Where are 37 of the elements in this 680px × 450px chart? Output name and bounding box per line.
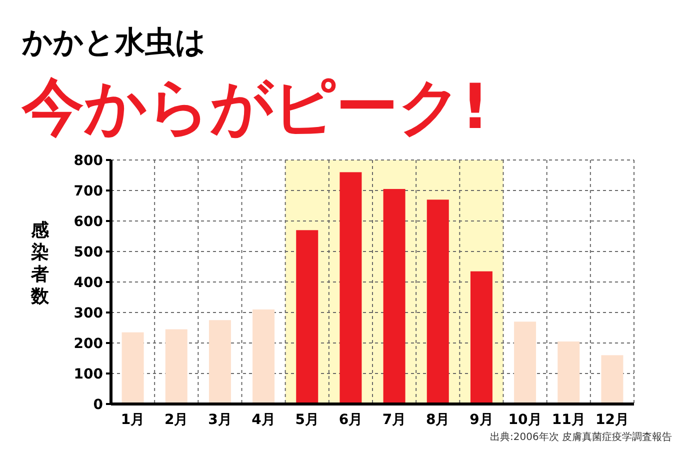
y-tick-label: 0 xyxy=(93,397,104,413)
x-tick-label: 12月 xyxy=(595,412,629,428)
bar xyxy=(165,329,188,404)
y-tick-label: 400 xyxy=(74,275,104,291)
y-axis-title: 感染者数 xyxy=(30,220,50,307)
x-tick-label: 6月 xyxy=(338,412,363,428)
bar xyxy=(514,322,536,404)
bar xyxy=(558,341,580,404)
y-tick-label: 200 xyxy=(74,336,104,352)
x-tick-label: 3月 xyxy=(208,412,232,428)
bar xyxy=(470,271,492,404)
y-tick-label: 300 xyxy=(74,306,104,322)
x-tick-label: 5月 xyxy=(295,412,319,428)
x-tick-label: 7月 xyxy=(382,412,406,428)
y-tick-label: 100 xyxy=(74,366,104,382)
chart-title: かかと水虫は xyxy=(21,25,206,60)
bar xyxy=(252,309,275,404)
x-tick-label: 1月 xyxy=(120,412,145,428)
x-tick-label: 4月 xyxy=(252,412,276,428)
bar xyxy=(296,230,318,404)
y-tick-label: 700 xyxy=(74,184,104,200)
x-tick-label: 8月 xyxy=(426,412,450,428)
bar xyxy=(383,188,406,404)
x-tick-label: 11月 xyxy=(552,412,586,428)
x-tick-label: 2月 xyxy=(164,412,188,428)
bar xyxy=(122,332,144,404)
x-tick-label: 9月 xyxy=(470,412,494,428)
bar xyxy=(208,320,231,404)
y-tick-label: 800 xyxy=(74,153,104,169)
bar xyxy=(340,172,362,404)
source-note: 出典:2006年次 皮膚真菌症疫学調査報告 xyxy=(490,431,672,443)
y-tick-label: 600 xyxy=(74,214,104,230)
chart-subtitle: 今からがピーク! xyxy=(21,70,490,143)
y-tick-label: 500 xyxy=(74,244,104,260)
x-tick-label: 10月 xyxy=(508,412,542,428)
bar xyxy=(426,200,449,404)
bar xyxy=(601,355,624,404)
